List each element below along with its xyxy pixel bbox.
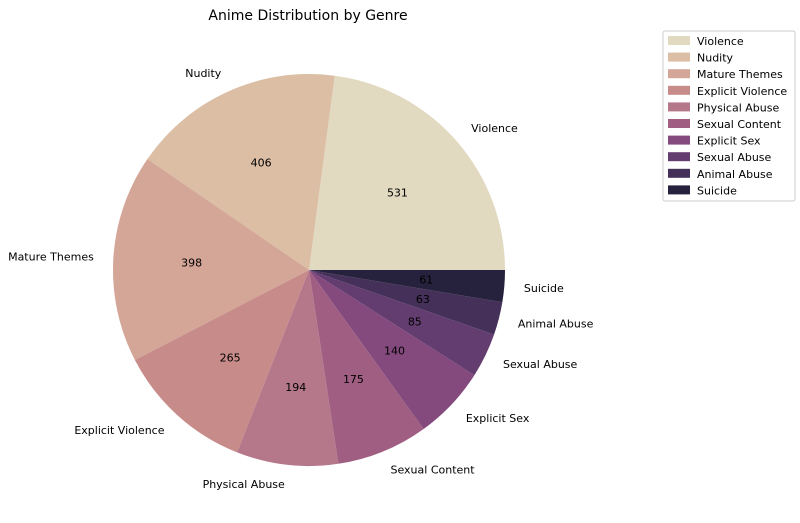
legend-swatch-mature-themes bbox=[668, 69, 690, 79]
legend-label-explicit-sex: Explicit Sex bbox=[697, 135, 761, 148]
category-label-suicide: Suicide bbox=[524, 282, 564, 295]
value-label-animal-abuse: 63 bbox=[416, 293, 430, 306]
legend-frame bbox=[662, 30, 796, 202]
value-label-explicit-violence: 265 bbox=[220, 351, 241, 364]
category-label-sexual-content: Sexual Content bbox=[390, 464, 475, 477]
pie-labels: 531 Violence 406 Nudity 398 Mature Themes 265 E… bbox=[8, 67, 594, 491]
pie-slice-suicide bbox=[309, 270, 505, 303]
category-label-animal-abuse: Animal Abuse bbox=[518, 317, 594, 330]
legend-label-violence: Violence bbox=[697, 35, 744, 48]
pie-slices bbox=[112, 74, 505, 466]
legend-swatch-physical-abuse bbox=[668, 102, 690, 112]
legend: Violence Nudity Mature Themes Explicit Viol… bbox=[662, 30, 796, 202]
pie-slice-animal-abuse bbox=[309, 270, 503, 335]
value-label-sexual-abuse: 85 bbox=[408, 315, 422, 328]
legend-label-animal-abuse: Animal Abuse bbox=[697, 168, 773, 181]
pie-slice-sexual-abuse bbox=[309, 270, 495, 376]
value-label-mature-themes: 398 bbox=[181, 257, 202, 270]
category-label-physical-abuse: Physical Abuse bbox=[203, 478, 285, 491]
legend-label-explicit-violence: Explicit Violence bbox=[697, 85, 787, 98]
pie-slice-explicit-sex bbox=[309, 270, 475, 429]
category-label-explicit-violence: Explicit Violence bbox=[74, 424, 164, 437]
pie-slice-physical-abuse bbox=[237, 270, 339, 466]
value-label-sexual-content: 175 bbox=[343, 373, 364, 386]
category-label-explicit-sex: Explicit Sex bbox=[466, 412, 530, 425]
legend-swatch-animal-abuse bbox=[668, 168, 690, 178]
category-label-sexual-abuse: Sexual Abuse bbox=[503, 358, 578, 371]
value-label-suicide: 61 bbox=[419, 274, 433, 287]
legend-label-nudity: Nudity bbox=[697, 52, 734, 65]
category-label-mature-themes: Mature Themes bbox=[8, 251, 94, 264]
value-label-physical-abuse: 194 bbox=[285, 381, 306, 394]
legend-label-mature-themes: Mature Themes bbox=[697, 68, 783, 81]
category-label-nudity: Nudity bbox=[185, 67, 222, 80]
pie-slice-explicit-violence bbox=[134, 270, 309, 453]
legend-label-sexual-abuse: Sexual Abuse bbox=[697, 151, 772, 164]
category-label-violence: Violence bbox=[471, 122, 518, 135]
value-label-explicit-sex: 140 bbox=[384, 345, 405, 358]
pie-slice-mature-themes bbox=[112, 159, 310, 360]
pie-slice-nudity bbox=[147, 74, 335, 270]
legend-swatch-suicide bbox=[668, 185, 690, 195]
legend-label-suicide: Suicide bbox=[697, 184, 737, 197]
legend-swatch-explicit-violence bbox=[668, 85, 690, 95]
value-label-violence: 531 bbox=[387, 186, 408, 199]
legend-swatch-sexual-content bbox=[668, 119, 690, 128]
legend-label-sexual-content: Sexual Content bbox=[697, 118, 782, 131]
chart-title: Anime Distribution by Genre bbox=[208, 8, 407, 24]
pie-slice-sexual-content bbox=[309, 270, 424, 464]
legend-label-physical-abuse: Physical Abuse bbox=[697, 101, 779, 114]
legend-swatch-nudity bbox=[668, 52, 690, 62]
legend-swatch-explicit-sex bbox=[668, 135, 690, 145]
legend-swatch-violence bbox=[668, 36, 690, 45]
value-label-nudity: 406 bbox=[251, 157, 272, 170]
legend-swatch-sexual-abuse bbox=[668, 152, 690, 162]
pie-slice-violence bbox=[309, 75, 505, 270]
